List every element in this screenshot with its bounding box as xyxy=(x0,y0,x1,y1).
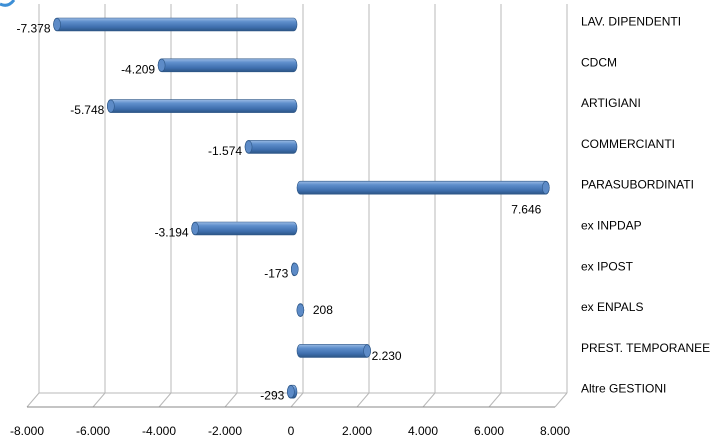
gridline-depth xyxy=(422,392,436,408)
category-label: COMMERCIANTI xyxy=(581,137,675,151)
bar xyxy=(157,58,298,73)
category-label: ex IPOST xyxy=(581,259,634,273)
gridline-depth xyxy=(224,392,238,408)
bar xyxy=(296,303,305,317)
x-tick-label: -6.000 xyxy=(76,424,110,438)
value-label: -7.378 xyxy=(16,22,50,36)
bar xyxy=(287,384,298,399)
bar xyxy=(107,99,298,113)
value-label: 2.230 xyxy=(372,349,402,363)
x-tick-label: 0 xyxy=(288,424,295,438)
bar xyxy=(296,344,371,358)
bar xyxy=(53,17,298,32)
bar xyxy=(296,180,550,195)
gridline-depth xyxy=(554,392,568,408)
category-label: LAV. DIPENDENTI xyxy=(581,15,681,29)
gridline-depth xyxy=(356,392,370,408)
value-label: 208 xyxy=(313,303,333,317)
x-tick-label: 6.000 xyxy=(474,424,504,438)
category-label: ex INPDAP xyxy=(581,219,642,233)
category-label: Altre GESTIONI xyxy=(581,382,666,396)
value-label: -3.194 xyxy=(155,226,189,240)
category-labels: LAV. DIPENDENTI CDCM ARTIGIANI COMMERCIANTI… xyxy=(581,15,710,396)
category-label: PARASUBORDINATI xyxy=(581,178,694,192)
category-label: CDCM xyxy=(581,55,617,69)
gridline-depth xyxy=(488,392,502,408)
category-label: ARTIGIANI xyxy=(581,96,641,110)
bar xyxy=(290,262,299,277)
gridline-depth xyxy=(92,392,106,408)
value-label: -293 xyxy=(260,389,284,403)
x-tick-label: -4.000 xyxy=(142,424,176,438)
grid xyxy=(26,4,568,408)
x-axis-ticks: -8.000 -6.000 -4.000 -2.000 0 2.000 4.000 6.000… xyxy=(10,424,570,438)
category-label: PREST. TEMPORANEE xyxy=(581,341,710,355)
value-label: -1.574 xyxy=(208,144,242,158)
gridline-depth xyxy=(290,392,304,408)
category-label: ex ENPALS xyxy=(581,300,643,314)
value-label: -5.748 xyxy=(70,103,104,117)
x-tick-label: 8.000 xyxy=(540,424,570,438)
bars xyxy=(53,17,550,399)
decor-arc xyxy=(0,0,16,7)
gridline-depth xyxy=(26,392,40,408)
value-label: -173 xyxy=(264,266,288,280)
bar xyxy=(191,221,298,236)
gridline-depth xyxy=(158,392,172,408)
x-tick-label: 4.000 xyxy=(408,424,438,438)
x-tick-label: 2.000 xyxy=(342,424,372,438)
value-label: -4.209 xyxy=(121,62,155,76)
value-label: 7.646 xyxy=(511,203,541,217)
x-tick-label: -2.000 xyxy=(208,424,242,438)
value-labels: -7.378 -4.209 -5.748 -1.574 7.646 -3.194 -173 2… xyxy=(16,22,541,403)
x-tick-label: -8.000 xyxy=(10,424,44,438)
bar xyxy=(244,140,298,154)
